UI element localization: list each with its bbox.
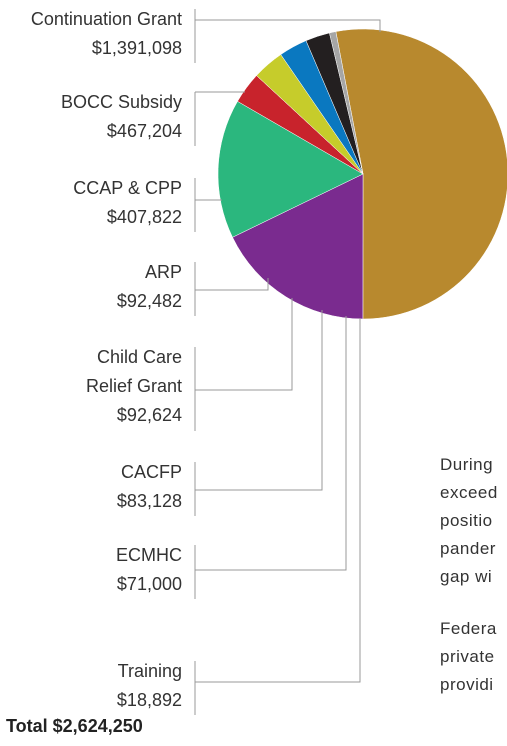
value-label: $18,892	[116, 690, 182, 710]
leader-line	[195, 278, 269, 291]
body-text: exceed	[440, 483, 498, 502]
slice-label: ARP $92,482	[0, 258, 182, 316]
leader-line	[195, 316, 347, 571]
pie-slice	[329, 31, 364, 175]
value-label: $1,391,098	[91, 38, 182, 58]
body-text: Federa	[440, 619, 497, 638]
body-text: private	[440, 647, 495, 666]
category-name: Training	[117, 661, 182, 681]
value-label: $92,482	[116, 291, 182, 311]
total-label: Total $2,624,250	[6, 716, 143, 736]
pie-slice	[335, 28, 507, 320]
body-text: gap wi	[440, 567, 493, 586]
category-name: ARP	[144, 262, 182, 282]
category-name: Child Care Relief Grant	[85, 347, 182, 396]
body-text: providi	[440, 675, 494, 694]
body-text: pander	[440, 539, 496, 558]
value-label: $92,624	[116, 405, 182, 425]
category-name: CACFP	[120, 462, 182, 482]
body-text: During	[440, 455, 494, 474]
slice-label: Continuation Grant $1,391,098	[0, 5, 182, 63]
value-label: $71,000	[116, 574, 182, 594]
leader-line	[195, 310, 323, 491]
category-name: BOCC Subsidy	[60, 92, 182, 112]
pie-slice	[232, 173, 364, 320]
slice-label: Training $18,892	[0, 657, 182, 715]
slice-label: Child Care Relief Grant $92,624	[72, 343, 182, 430]
pie-slice	[217, 101, 364, 238]
leader-line	[195, 318, 361, 683]
slice-label: BOCC Subsidy $467,204	[0, 88, 182, 146]
leader-line	[195, 298, 293, 391]
value-label: $467,204	[106, 121, 182, 141]
category-name: ECMHC	[116, 545, 182, 565]
slice-label: ECMHC $71,000	[0, 541, 182, 599]
slice-label: CCAP & CPP $407,822	[0, 174, 182, 232]
value-label: $83,128	[116, 491, 182, 511]
value-label: $407,822	[106, 207, 182, 227]
category-name: CCAP & CPP	[73, 178, 182, 198]
leader-line	[195, 19, 381, 32]
slice-label: CACFP $83,128	[0, 458, 182, 516]
body-text: positio	[440, 511, 493, 530]
category-name: Continuation Grant	[30, 9, 182, 29]
